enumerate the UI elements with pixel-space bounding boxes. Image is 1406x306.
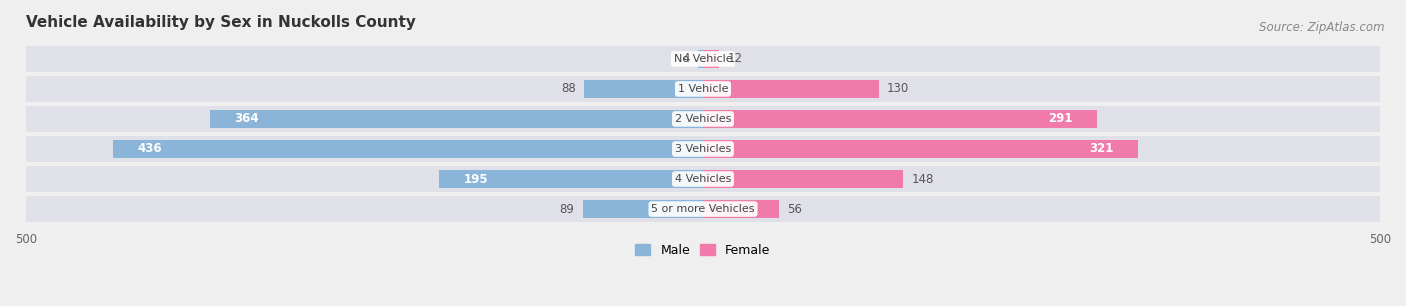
Text: 2 Vehicles: 2 Vehicles [675, 114, 731, 124]
Text: 436: 436 [136, 143, 162, 155]
Text: 5 or more Vehicles: 5 or more Vehicles [651, 204, 755, 214]
Bar [27, 136, 1379, 162]
Bar [27, 76, 1379, 102]
Bar [27, 46, 1379, 72]
Bar [697, 50, 703, 68]
Legend: Male, Female: Male, Female [630, 239, 776, 262]
Bar [703, 170, 904, 188]
Text: 4: 4 [682, 52, 689, 65]
Text: 12: 12 [727, 52, 742, 65]
Text: Source: ZipAtlas.com: Source: ZipAtlas.com [1260, 21, 1385, 34]
Bar [703, 140, 1137, 158]
Text: 88: 88 [561, 82, 575, 95]
Bar [583, 80, 703, 98]
Bar [703, 80, 879, 98]
Text: 364: 364 [235, 113, 259, 125]
Bar [27, 166, 1379, 192]
Text: 148: 148 [911, 173, 934, 185]
Text: No Vehicle: No Vehicle [673, 54, 733, 64]
Bar [703, 200, 779, 218]
Text: 89: 89 [560, 203, 575, 215]
Bar [582, 200, 703, 218]
Bar [703, 110, 1097, 128]
Text: 321: 321 [1088, 143, 1114, 155]
Text: 195: 195 [464, 173, 488, 185]
Bar [27, 106, 1379, 132]
Text: 4 Vehicles: 4 Vehicles [675, 174, 731, 184]
Bar [27, 196, 1379, 222]
Text: 291: 291 [1047, 113, 1073, 125]
Text: 3 Vehicles: 3 Vehicles [675, 144, 731, 154]
Text: 130: 130 [887, 82, 910, 95]
Bar [209, 110, 703, 128]
Text: 1 Vehicle: 1 Vehicle [678, 84, 728, 94]
Bar [703, 50, 720, 68]
Text: Vehicle Availability by Sex in Nuckolls County: Vehicle Availability by Sex in Nuckolls … [27, 15, 416, 30]
Bar [439, 170, 703, 188]
Text: 56: 56 [787, 203, 801, 215]
Bar [112, 140, 703, 158]
